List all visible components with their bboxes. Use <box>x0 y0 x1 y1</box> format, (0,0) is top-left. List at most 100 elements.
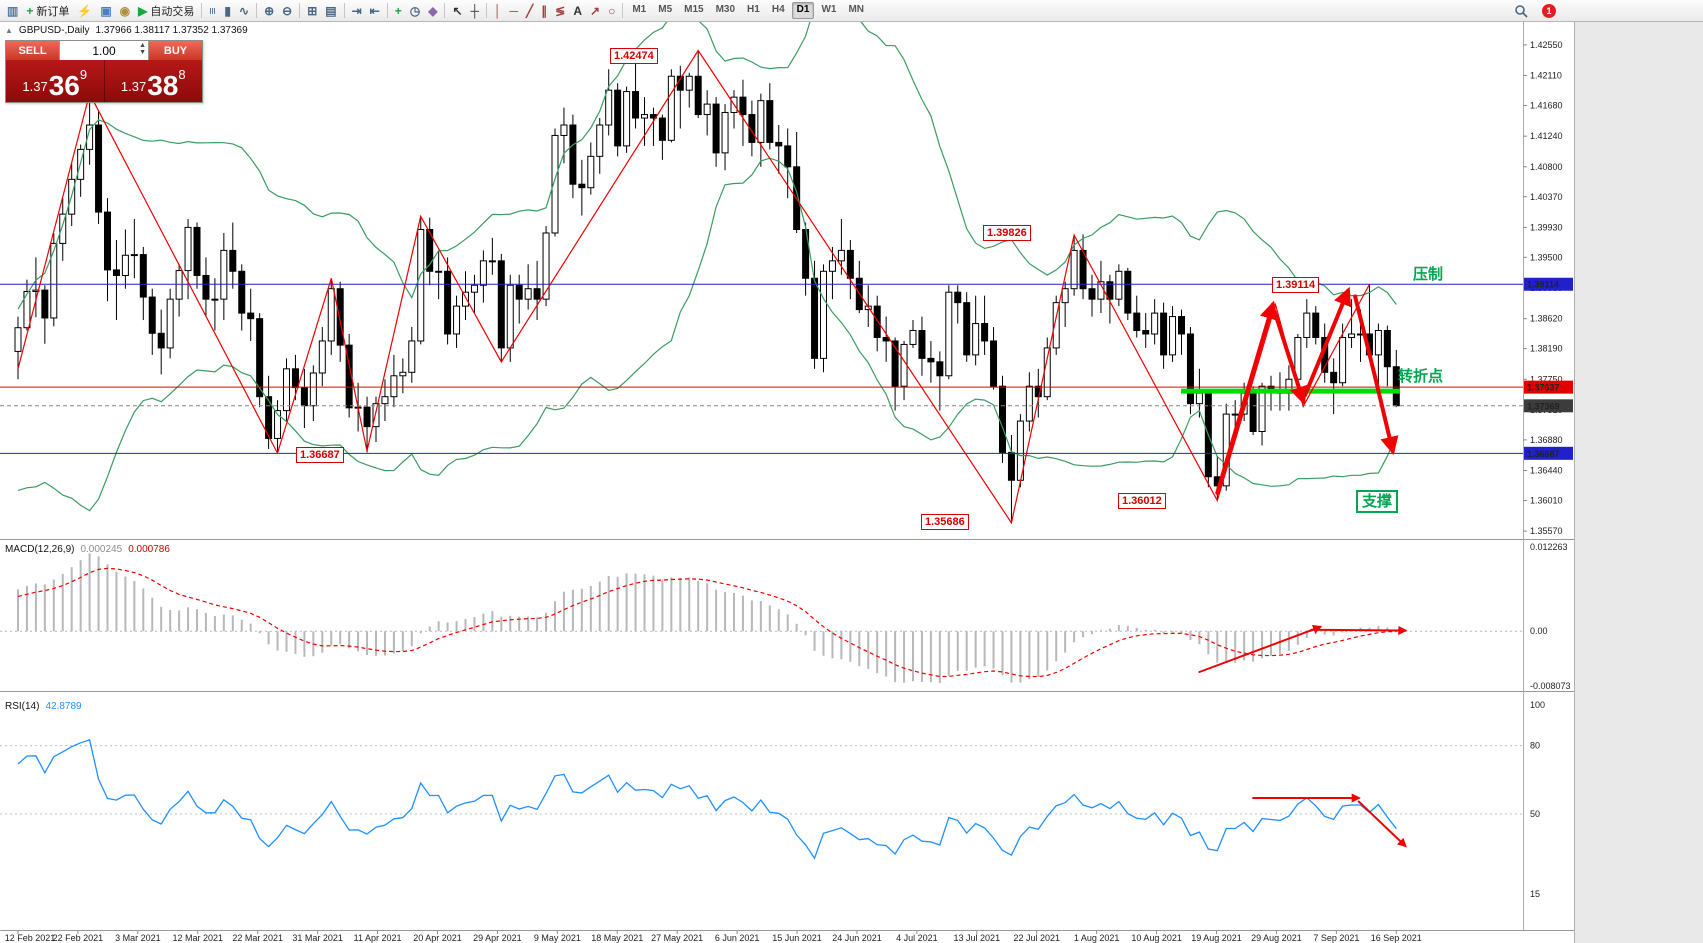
price-tag <box>1524 446 1573 460</box>
candle-body <box>166 298 174 349</box>
new-chart-icon: ▥ <box>7 3 19 18</box>
timeframe-h4-button[interactable]: H4 <box>771 4 785 15</box>
candle-body <box>891 340 899 387</box>
new-order-button[interactable]: + 新订单 <box>22 1 73 20</box>
macd-arrow[interactable] <box>1198 625 1323 673</box>
timeframe-d1-button[interactable]: D1 <box>791 2 815 19</box>
equidistant-channel-button[interactable]: ∥ <box>537 1 551 20</box>
text-label-button[interactable]: A <box>569 1 586 20</box>
equidistant-channel-icon: ∥ <box>541 3 548 18</box>
date-axis-label: 12 Mar 2021 <box>173 933 224 943</box>
toolbar-separator <box>299 3 301 18</box>
candle-body <box>1124 270 1132 314</box>
chart-shift-button[interactable]: ⇤ <box>366 1 384 20</box>
price-tag <box>1524 277 1573 291</box>
shapes-button[interactable]: ○ <box>604 1 619 20</box>
price-tick-label: 1.36010 <box>1530 495 1563 505</box>
macd-arrow[interactable] <box>1310 625 1408 636</box>
timeframe-m15-button[interactable]: M15 <box>684 4 704 15</box>
vertical-line-button[interactable]: │ <box>490 1 506 20</box>
zoom-out-button[interactable]: ⊖ <box>278 1 296 20</box>
trend-arrow[interactable] <box>1353 294 1399 456</box>
arrow-objects-button[interactable]: ↗ <box>586 1 604 20</box>
price-scale[interactable]: 1.42550 1.42110 1.41680 1.41240 1.40800 1.403… <box>1523 40 1573 899</box>
mql5-community-button[interactable]: ⚡ <box>73 1 96 20</box>
tile-windows-icon: ⊞ <box>307 3 318 18</box>
zigzag-trendline[interactable] <box>17 49 1370 525</box>
crosshair-button[interactable]: ┼ <box>467 1 484 20</box>
candle-body <box>820 270 827 359</box>
price-tick-label: 1.36880 <box>1530 435 1563 445</box>
candle-body <box>1186 333 1194 405</box>
bollinger-upper-band <box>17 3 1397 310</box>
line-chart-button[interactable]: ∿ <box>235 1 253 20</box>
candle-body <box>363 406 371 428</box>
cascade-windows-icon: ▤ <box>325 3 337 18</box>
market-icon: ◉ <box>119 3 131 18</box>
date-axis-label: 3 Mar 2021 <box>115 933 161 943</box>
candle-body <box>336 288 344 346</box>
fibonacci-button[interactable]: ≶ <box>551 1 569 20</box>
tile-windows-button[interactable]: ⊞ <box>303 1 321 20</box>
date-axis-label: 27 May 2021 <box>651 933 703 943</box>
date-axis-label: 22 Feb 2021 <box>53 933 104 943</box>
price-tag-label: 1.37369 <box>1527 401 1560 411</box>
trend-arrow[interactable] <box>1303 286 1352 398</box>
toolbar-separator <box>386 3 388 18</box>
market-button[interactable]: ◉ <box>116 1 134 20</box>
date-axis-label: 18 May 2021 <box>591 933 643 943</box>
candle-body <box>1383 330 1391 368</box>
rsi-arrow[interactable] <box>1357 800 1407 848</box>
auto-trading-button[interactable]: ▶ 自动交易 <box>134 1 198 20</box>
new-chart-button[interactable]: ▥ <box>3 1 22 20</box>
cursor-button[interactable]: ↖ <box>448 1 466 20</box>
horizontal-line-button[interactable]: ─ <box>506 1 523 20</box>
timeframe-w1-button[interactable]: W1 <box>821 4 837 15</box>
auto-scroll-button[interactable]: ⇥ <box>348 1 366 20</box>
notification-badge[interactable]: 1 <box>1542 4 1556 18</box>
timeframe-mn-button[interactable]: MN <box>848 4 864 15</box>
trend-arrow[interactable] <box>1272 309 1308 405</box>
bar-chart-button[interactable]: ≡ <box>205 1 220 20</box>
candle-body <box>694 75 702 116</box>
toolbar-separator <box>444 3 446 18</box>
chart-window-button[interactable]: ▣ <box>96 1 115 20</box>
cascade-windows-button[interactable]: ▤ <box>321 1 340 20</box>
timeframe-h1-button[interactable]: H1 <box>747 4 760 15</box>
price-tick-label: 1.39500 <box>1530 252 1563 262</box>
date-axis-label: 29 Aug 2021 <box>1251 933 1302 943</box>
candle-body <box>381 396 389 405</box>
rsi-line <box>17 738 1397 860</box>
candlestick-chart-button[interactable]: ▮ <box>220 1 235 20</box>
periods-icon: ◷ <box>409 3 421 18</box>
timeframe-m30-button[interactable]: M30 <box>715 4 736 15</box>
toolbar: ▥ + 新订单 ⚡ ▣ ◉ ▶ 自动交易 ≡ ▮ ∿ ⊕ ⊖ ⊞ ▤ ⇥ ⇤ + ◷ ◆ ↖ ┼ │ ─ ╱ ∥ ≶ A ↗ ○ M1 M5 M… <box>0 0 1703 22</box>
zoom-out-icon: ⊖ <box>282 3 293 18</box>
trendline-button[interactable]: ╱ <box>522 1 537 20</box>
zoom-in-button[interactable]: ⊕ <box>260 1 278 20</box>
candle-body <box>1151 312 1159 335</box>
candle-body <box>667 75 675 141</box>
candle-body <box>542 232 550 300</box>
candle-body <box>462 291 469 307</box>
auto-scroll-icon: ⇥ <box>351 3 362 18</box>
price-tick-label: 1.42110 <box>1530 71 1562 81</box>
indicators-button[interactable]: + <box>391 1 406 20</box>
candle-body <box>1007 451 1015 481</box>
periods-button[interactable]: ◷ <box>406 1 424 20</box>
date-axis-label: 9 May 2021 <box>534 933 581 943</box>
candle-body <box>318 340 326 374</box>
timeframe-m5-button[interactable]: M5 <box>658 4 673 15</box>
candle-body <box>918 330 926 359</box>
price-tick-label: 1.42550 <box>1530 40 1563 50</box>
trend-arrow[interactable] <box>1215 300 1278 495</box>
candle-body <box>238 270 246 314</box>
timeframe-m1-button[interactable]: M1 <box>632 4 647 15</box>
price-tag-label: 1.36687 <box>1527 449 1560 459</box>
zoom-in-icon: ⊕ <box>264 3 275 18</box>
candle-body <box>506 284 514 349</box>
templates-button[interactable]: ◆ <box>424 1 441 20</box>
search-button[interactable] <box>1510 2 1533 21</box>
